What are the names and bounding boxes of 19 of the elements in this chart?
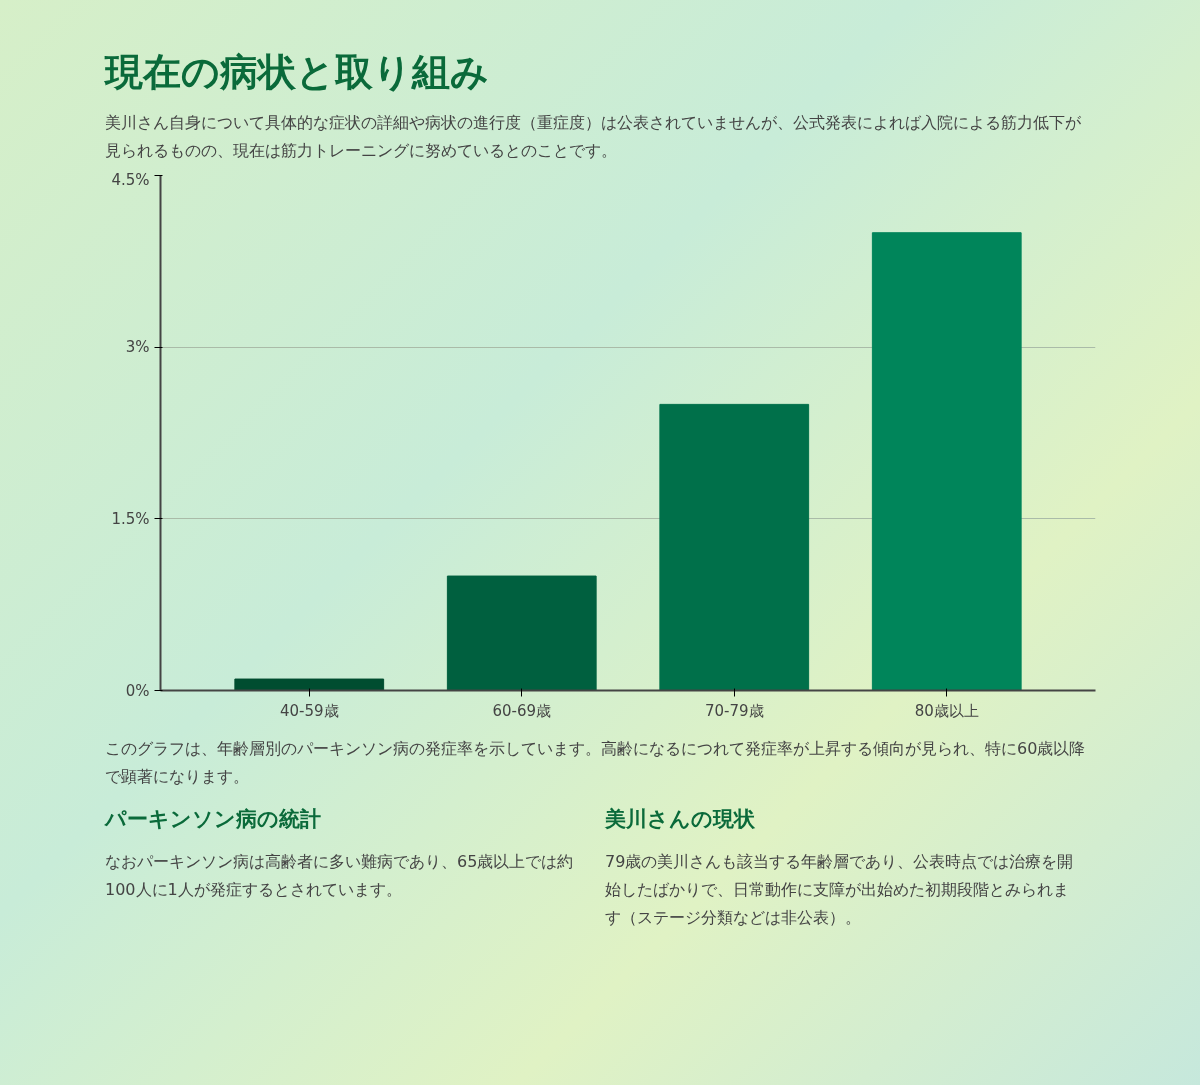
text: パーキンソン病の統計 <box>105 806 321 834</box>
bar <box>446 575 597 691</box>
y-tick-label: 1.5% <box>111 510 150 529</box>
x-tick-label: 80歳以上 <box>914 701 979 720</box>
chart-subtitle: 美川さん自身について具体的な症状の詳細や病状の進行度（重症度）は公表されていませんが、公式発表によれば入院による筋力低下が見られるものの、現在は筋力トレーニングに努めているとのことです。 <box>105 112 1082 163</box>
text: このグラフは、年齢層別のパーキンソン病の発症率を示しています。高齢になるにつれて発症率が上昇する傾向が見られ、特に60歳以降で顕著になります。 <box>105 738 1087 789</box>
y-tick-label: 3% <box>125 338 150 357</box>
bar <box>871 232 1022 691</box>
chart-title: 現在の病状と取り組み <box>105 50 489 95</box>
y-tick-label: 4.5% <box>111 170 150 189</box>
x-tick-label: 70-79歳 <box>704 701 764 720</box>
x-tick-label: 40-59歳 <box>279 701 339 720</box>
text: 美川さんの現状 <box>605 806 755 834</box>
text: なおパーキンソン病は高齢者に多い難病であり、65歳以上では約100人に1人が発症するとされています。 <box>105 851 575 902</box>
x-tick-label: 60-69歳 <box>492 701 552 720</box>
bar <box>659 404 810 691</box>
bar <box>234 678 385 691</box>
text: 79歳の美川さんも該当する年齢層であり、公表時点では治療を開始したばかりで、日常動作に支障が出始めた初期段階とみられます（ステージ分類などは非公表）。 <box>605 851 1075 930</box>
y-tick-label: 0% <box>125 681 150 700</box>
